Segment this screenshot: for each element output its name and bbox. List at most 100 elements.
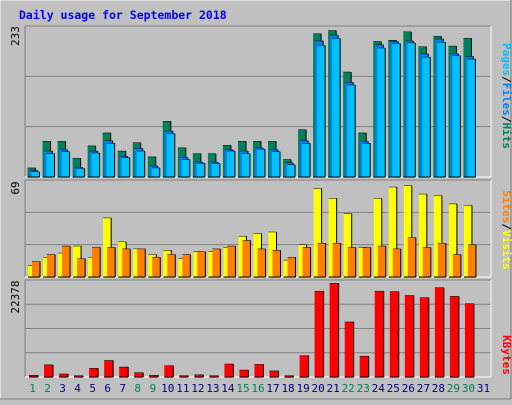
bar-kbytes-day-5	[89, 368, 99, 377]
bar-pages-day-30	[467, 59, 476, 178]
x-tick-label-day-30: 30	[462, 382, 475, 395]
bar-pages-day-6	[106, 143, 115, 177]
bar-pages-day-5	[91, 153, 100, 177]
bar-pages-day-25	[392, 43, 401, 178]
x-tick-label-day-10: 10	[161, 382, 174, 395]
bar-sites-day-4	[77, 258, 86, 277]
bar-pages-day-10	[166, 133, 175, 177]
bar-sites-day-23	[362, 247, 371, 277]
bar-pages-day-23	[362, 143, 371, 177]
bar-sites-day-30	[467, 244, 476, 277]
x-tick-label-day-18: 18	[281, 382, 294, 395]
panel-sites-visits-ylabel: Sites/Visits	[500, 190, 512, 270]
ylabel-visits: Visits	[500, 230, 512, 270]
x-axis-day-labels: 1 2 3 4 5 6 7 8 9 10 11 12 13 14 15 16 17 18 19 20 21 22 23 24 2…	[29, 382, 490, 395]
x-tick-label-day-22: 22	[342, 382, 355, 395]
bar-kbytes-day-23	[359, 356, 369, 377]
bar-kbytes-day-19	[299, 355, 309, 377]
bar-kbytes-day-18	[284, 375, 294, 377]
ylabel-sites: Sites	[500, 190, 512, 223]
x-tick-label-day-21: 21	[327, 382, 340, 395]
bar-kbytes-day-22	[344, 321, 354, 377]
bar-kbytes-day-20	[314, 291, 324, 377]
bar-pages-day-12	[196, 163, 205, 177]
bar-sites-day-19	[302, 247, 311, 277]
bar-sites-day-10	[167, 254, 176, 277]
x-tick-label-day-25: 25	[387, 382, 400, 395]
bar-pages-day-24	[377, 48, 386, 178]
bar-pages-day-13	[211, 163, 220, 177]
x-tick-label-day-20: 20	[312, 382, 325, 395]
bar-pages-day-28	[437, 42, 446, 177]
bar-visits-day-3	[58, 253, 67, 277]
bar-visits-day-24	[373, 198, 382, 277]
bar-pages-day-1	[31, 171, 40, 177]
bar-kbytes-day-2	[44, 364, 54, 377]
bar-kbytes-day-14	[224, 363, 234, 377]
bar-kbytes-day-12	[194, 374, 204, 377]
ylabel-hits: Hits	[500, 123, 512, 150]
bar-kbytes-day-26	[404, 295, 414, 377]
x-tick-label-day-8: 8	[134, 382, 141, 395]
bar-pages-day-2	[46, 153, 55, 177]
chart-panels	[24, 25, 492, 378]
x-tick-label-day-11: 11	[176, 382, 189, 395]
bar-pages-day-14	[226, 151, 235, 177]
panel-sites-visits-ymax: 69	[9, 181, 22, 194]
bar-kbytes-day-30	[464, 303, 474, 377]
bar-pages-day-26	[407, 42, 416, 177]
bar-sites-day-11	[182, 254, 191, 277]
x-tick-label-day-31: 31	[477, 382, 490, 395]
bar-pages-day-19	[302, 143, 311, 177]
bar-kbytes-day-27	[419, 297, 429, 377]
panel-sites-visits	[24, 179, 492, 278]
bar-visits-day-25	[388, 187, 397, 277]
bar-kbytes-day-3	[59, 373, 69, 377]
bar-sites-day-21	[332, 243, 341, 277]
bar-sites-day-12	[197, 251, 206, 277]
bar-kbytes-day-9	[149, 375, 159, 377]
x-tick-label-day-4: 4	[74, 382, 81, 395]
bar-kbytes-day-4	[74, 375, 84, 377]
bar-sites-day-5	[92, 247, 101, 277]
bar-visits-day-26	[403, 185, 412, 277]
x-tick-label-day-13: 13	[206, 382, 219, 395]
bar-kbytes-day-25	[389, 291, 399, 377]
x-tick-label-day-1: 1	[29, 382, 36, 395]
bar-sites-day-22	[347, 247, 356, 277]
bar-sites-day-29	[452, 254, 461, 277]
x-tick-label-day-26: 26	[402, 382, 415, 395]
ylabel-files: Files	[500, 83, 512, 116]
panel-requests-ymax: 233	[9, 26, 22, 46]
x-tick-label-day-23: 23	[357, 382, 370, 395]
bar-visits-day-27	[418, 194, 427, 277]
bar-pages-day-7	[121, 157, 130, 177]
ylabel-separator: /	[500, 76, 512, 83]
bar-sites-day-26	[407, 237, 416, 277]
bar-sites-day-24	[377, 246, 386, 277]
bar-visits-day-20	[313, 188, 322, 277]
bar-sites-day-9	[152, 257, 161, 277]
bar-kbytes-day-7	[119, 367, 129, 377]
bar-pages-day-18	[287, 164, 296, 177]
bar-pages-day-27	[422, 57, 431, 177]
bar-kbytes-day-13	[209, 375, 219, 377]
chart-title: Daily usage for September 2018	[19, 8, 227, 22]
bar-visits-day-29	[448, 203, 457, 277]
bar-sites-day-18	[287, 257, 296, 277]
x-tick-label-day-6: 6	[104, 382, 111, 395]
bar-pages-day-8	[136, 151, 145, 177]
bar-sites-day-7	[122, 248, 131, 277]
ylabel-separator: /	[500, 223, 512, 230]
x-tick-label-day-15: 15	[236, 382, 249, 395]
panel-requests-ylabel: Pages/Files/Hits	[500, 43, 512, 149]
bar-pages-day-11	[181, 159, 190, 177]
panel-kbytes-ymax: 22378	[9, 280, 22, 313]
x-tick-label-day-19: 19	[296, 382, 309, 395]
bar-kbytes-day-15	[239, 370, 249, 377]
x-tick-label-day-7: 7	[119, 382, 126, 395]
bar-sites-day-28	[437, 243, 446, 277]
bar-visits-day-28	[433, 195, 442, 277]
bar-sites-day-15	[242, 240, 251, 277]
bar-sites-day-8	[137, 248, 146, 277]
